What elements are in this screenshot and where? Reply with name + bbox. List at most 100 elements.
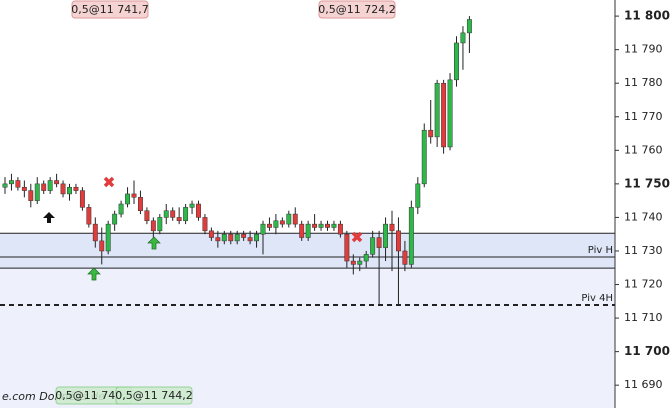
candle-body xyxy=(234,233,240,242)
candle-body xyxy=(183,207,189,222)
candle-body xyxy=(221,233,227,242)
candle-body xyxy=(396,230,401,252)
candle-body xyxy=(28,190,34,201)
candle-body xyxy=(428,129,434,138)
marker-cross xyxy=(103,176,115,188)
marker-cross xyxy=(351,231,363,243)
candle-body xyxy=(292,213,298,225)
candle-body xyxy=(163,210,169,218)
y-tick-label: 11 720 xyxy=(624,278,663,291)
candle-body xyxy=(312,223,318,228)
candle-body xyxy=(273,220,279,228)
marker-arrow xyxy=(147,236,161,250)
candle-body xyxy=(415,183,421,208)
y-tick-label: 11 740 xyxy=(624,210,663,223)
candle-body xyxy=(370,237,376,255)
candle-body xyxy=(54,180,60,185)
order-label: 0,5@11 744,2 xyxy=(115,389,192,402)
candle-body xyxy=(92,223,98,242)
marker-arrow xyxy=(43,212,55,223)
candle-body xyxy=(299,223,305,238)
candle-body xyxy=(363,254,369,262)
candle-body xyxy=(389,223,395,232)
candle-body xyxy=(402,250,408,265)
candle-body xyxy=(86,207,92,225)
candle-body xyxy=(434,82,440,138)
candle-body xyxy=(208,230,214,238)
candle-body xyxy=(421,129,427,185)
candle-body xyxy=(408,207,414,265)
candle-body xyxy=(228,233,234,242)
candle-body xyxy=(331,223,337,228)
candle-body xyxy=(383,223,389,248)
y-tick-label: 11 800 xyxy=(624,9,670,23)
candle-body xyxy=(460,32,466,44)
candle-body xyxy=(279,220,285,225)
candle-body xyxy=(73,186,79,191)
order-label: 0,5@11 724,2 xyxy=(318,3,395,16)
candle-body xyxy=(254,233,260,242)
candle-body xyxy=(138,197,143,211)
marker-arrow xyxy=(87,267,101,281)
candle-body xyxy=(305,223,311,238)
candle-body xyxy=(337,223,343,235)
order-box xyxy=(71,0,149,19)
y-tick-label: 11 750 xyxy=(624,176,670,190)
candle-body xyxy=(47,180,53,191)
candle-body xyxy=(267,223,272,228)
lower-area xyxy=(0,268,615,408)
order-label: 0,5@11 740,5 xyxy=(55,389,132,402)
pivot-label: Piv H xyxy=(588,245,613,256)
candle-body xyxy=(15,180,21,188)
candle-body xyxy=(454,42,459,81)
candle-body xyxy=(286,213,292,225)
candle-body xyxy=(357,260,363,265)
order-box xyxy=(115,386,193,405)
candle-body xyxy=(466,19,472,34)
candle-body xyxy=(170,210,176,218)
candle-body xyxy=(344,233,350,262)
candle-body xyxy=(350,260,356,265)
candle-body xyxy=(112,213,118,225)
candle-body xyxy=(325,223,330,228)
y-tick-label: 11 760 xyxy=(624,143,663,156)
candle-body xyxy=(125,193,130,205)
candle-body xyxy=(202,217,208,232)
candle-body xyxy=(118,203,124,215)
candle-body xyxy=(157,217,163,232)
order-box xyxy=(318,0,396,19)
candle-body xyxy=(105,223,111,252)
candle-body xyxy=(67,186,72,195)
candle-body xyxy=(144,210,150,222)
candle-body xyxy=(60,183,66,195)
y-tick-label: 11 710 xyxy=(624,311,663,324)
y-tick-label: 11 690 xyxy=(624,378,663,391)
candle-body xyxy=(447,79,453,148)
candle-body xyxy=(150,220,156,232)
candle-body xyxy=(21,186,27,191)
candle-body xyxy=(441,82,447,148)
candle-body xyxy=(376,237,382,248)
pivot-band xyxy=(0,233,615,269)
candle-body xyxy=(318,223,324,228)
candle-body xyxy=(247,237,253,242)
candle-body xyxy=(34,183,40,201)
candle-body xyxy=(176,217,182,222)
candle-body xyxy=(189,203,195,208)
candle-body xyxy=(131,193,137,198)
y-tick-label: 11 700 xyxy=(624,344,670,358)
y-tick-label: 11 770 xyxy=(624,110,663,123)
candle-body xyxy=(2,183,8,188)
candle-body xyxy=(79,190,85,208)
pivot-label: Piv 4H xyxy=(581,293,613,304)
candle-body xyxy=(41,183,47,191)
order-label: 0,5@11 741,7 xyxy=(71,3,148,16)
candle-body xyxy=(215,237,221,242)
candle-body xyxy=(99,240,105,252)
candle-body xyxy=(260,223,266,235)
candle-body xyxy=(196,203,201,218)
y-tick-label: 11 790 xyxy=(624,43,663,56)
y-tick-label: 11 730 xyxy=(624,244,663,257)
candle-body xyxy=(9,180,14,185)
